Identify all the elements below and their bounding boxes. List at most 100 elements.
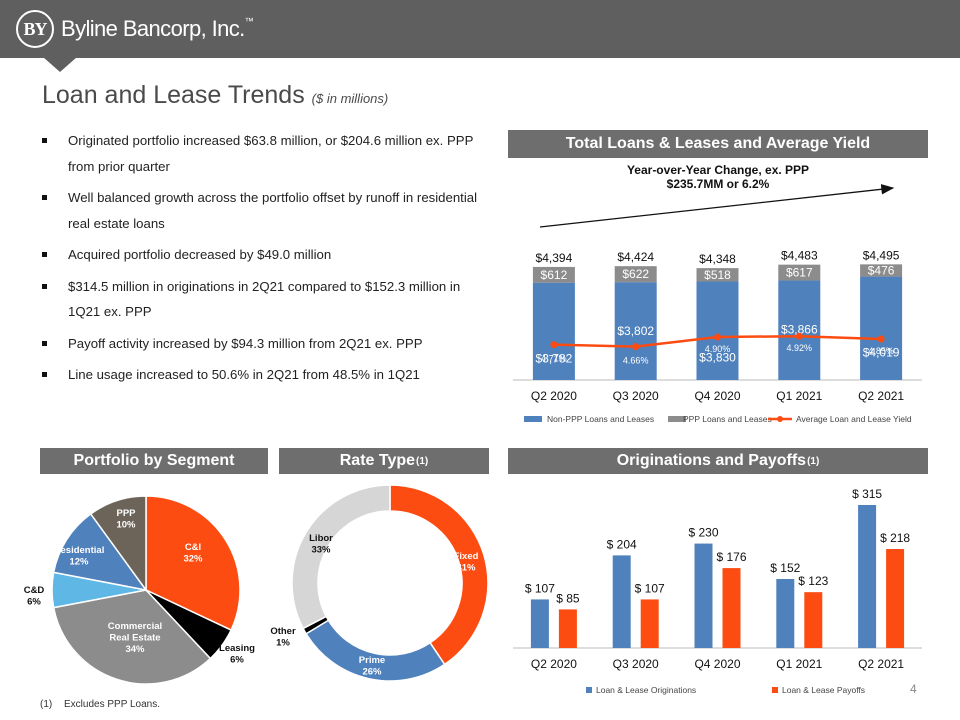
originations-label: $ 315: [852, 487, 882, 501]
legend-swatch-non-ppp: [524, 416, 542, 422]
rate-chart-header: Rate Type (1): [279, 448, 489, 474]
non-ppp-bar: [532, 282, 575, 380]
pie-slice: [52, 589, 212, 685]
yield-point: [714, 333, 721, 341]
legend-label-payoffs: Loan & Lease Payoffs: [782, 685, 865, 695]
page-title: Loan and Lease Trends ($ in millions): [42, 81, 388, 110]
originations-label: $ 230: [688, 526, 718, 540]
loans-chart: Year-over-Year Change, ex. PPP $235.7MM o…: [513, 163, 922, 424]
payoffs-label: $ 85: [556, 591, 580, 605]
payoffs-bar: [722, 568, 741, 648]
yield-label: 4.71%: [541, 354, 567, 364]
orig-chart-header: Originations and Payoffs (1): [508, 448, 928, 474]
footnote: (1) Excludes PPP Loans.: [40, 699, 160, 710]
company-name: Byline Bancorp, Inc.™: [61, 16, 254, 41]
ppp-bar: [860, 264, 903, 277]
trend-arrow: [539, 184, 895, 228]
x-tick-label: Q2 2020: [531, 389, 577, 403]
total-label: $4,483: [781, 249, 818, 263]
legend-swatch-originations: [586, 687, 592, 693]
orig-title-footnote: (1): [807, 455, 820, 467]
bullet-item: Originated portfolio increased $63.8 mil…: [40, 128, 490, 179]
ppp-bar: [532, 266, 575, 283]
bullet-list: Originated portfolio increased $63.8 mil…: [40, 128, 490, 394]
originations-bar: [694, 543, 713, 648]
header-bar: BY Byline Bancorp, Inc.™: [0, 0, 960, 58]
page-number: 4: [910, 682, 917, 696]
x-tick-label: Q4 2020: [694, 389, 740, 403]
non-ppp-bar: [614, 282, 657, 380]
slice-label: Leasing 6%: [219, 643, 255, 666]
bullet-item: Payoff activity increased by $94.3 milli…: [40, 331, 490, 357]
rate-chart-title: Rate Type: [339, 452, 416, 469]
slice-label: Commercial Real Estate 34%: [108, 621, 162, 655]
legend-marker-yield: [777, 416, 783, 422]
x-tick-label: Q2 2021: [858, 389, 904, 403]
yield-label: 4.90%: [705, 344, 731, 354]
ppp-bar-label: $622: [622, 267, 649, 281]
payoffs-bar: [886, 549, 905, 648]
originations-bar: [530, 599, 549, 648]
footnote-marker: (1): [40, 699, 53, 710]
yield-point: [550, 341, 558, 349]
slice-label: PPP 10%: [116, 508, 136, 531]
pie-slice: [291, 484, 391, 630]
non-ppp-bar: [778, 280, 821, 380]
page-subtitle: ($ in millions): [311, 91, 389, 106]
payoffs-label: $ 218: [880, 531, 910, 545]
logo-mark: BY: [16, 10, 54, 48]
non-ppp-bar-label: $3,866: [781, 323, 818, 337]
total-label: $4,394: [536, 251, 573, 265]
slice-label: Residential 12%: [54, 545, 105, 568]
yield-point: [795, 332, 803, 340]
slice-label: C&I 32%: [183, 542, 203, 565]
ppp-bar: [614, 266, 657, 283]
yield-point: [632, 343, 640, 351]
originations-label: $ 204: [607, 537, 637, 551]
pie-slice: [389, 484, 489, 666]
segment-chart-title: Portfolio by Segment: [73, 452, 235, 469]
slice-label: Other 1%: [270, 626, 296, 649]
payoffs-label: $ 107: [635, 581, 665, 595]
pie-slice: [89, 495, 147, 593]
segment-chart-header: Portfolio by Segment: [40, 448, 268, 474]
non-ppp-bar: [696, 281, 739, 380]
x-tick-label: Q1 2021: [776, 657, 822, 671]
non-ppp-bar-label: $4,019: [863, 346, 900, 360]
legend-label-non-ppp: Non-PPP Loans and Leases: [547, 414, 654, 424]
x-tick-label: Q1 2021: [776, 389, 822, 403]
ppp-bar: [696, 268, 739, 282]
ppp-bar-label: $476: [868, 263, 895, 277]
bullet-item: Line usage increased to 50.6% in 2Q21 fr…: [40, 362, 490, 388]
ppp-bar-label: $617: [786, 266, 813, 280]
bullet-item: Acquired portfolio decreased by $49.0 mi…: [40, 242, 490, 268]
legend-swatch-ppp: [668, 416, 686, 422]
loans-chart-title: Total Loans & Leases and Average Yield: [565, 135, 871, 152]
non-ppp-bar: [860, 276, 903, 380]
non-ppp-bar-label: $3,802: [617, 324, 654, 338]
slice-label: Libor 33%: [309, 533, 333, 556]
slice-label: Prime 26%: [359, 655, 385, 678]
rate-donut-chart: Fixed 41% Prime 26% Other 1% Libor 33%: [270, 484, 489, 682]
bullet-item: $314.5 million in originations in 2Q21 c…: [40, 274, 490, 325]
payoffs-label: $ 176: [716, 550, 746, 564]
rate-title-footnote: (1): [416, 455, 429, 467]
total-label: $4,424: [617, 250, 654, 264]
header-notch: [43, 57, 77, 72]
payoffs-label: $ 123: [798, 574, 828, 588]
payoffs-bar: [558, 609, 577, 648]
total-label: $4,348: [699, 252, 736, 266]
yield-label: 4.66%: [623, 356, 649, 366]
x-tick-label: Q3 2020: [613, 389, 659, 403]
x-tick-label: Q3 2020: [613, 657, 659, 671]
originations-bar: [612, 555, 631, 648]
non-ppp-bar-label: $3,782: [536, 352, 573, 366]
annotation-text: Year-over-Year Change, ex. PPP $235.7MM o…: [627, 163, 809, 191]
slice-label: C&D 6%: [24, 585, 45, 608]
originations-bar: [858, 504, 877, 648]
originations-bar: [776, 578, 795, 648]
company-logo: BY Byline Bancorp, Inc.™: [16, 10, 254, 48]
x-tick-label: Q2 2020: [531, 657, 577, 671]
legend-label-ppp: PPP Loans and Leases: [683, 414, 772, 424]
